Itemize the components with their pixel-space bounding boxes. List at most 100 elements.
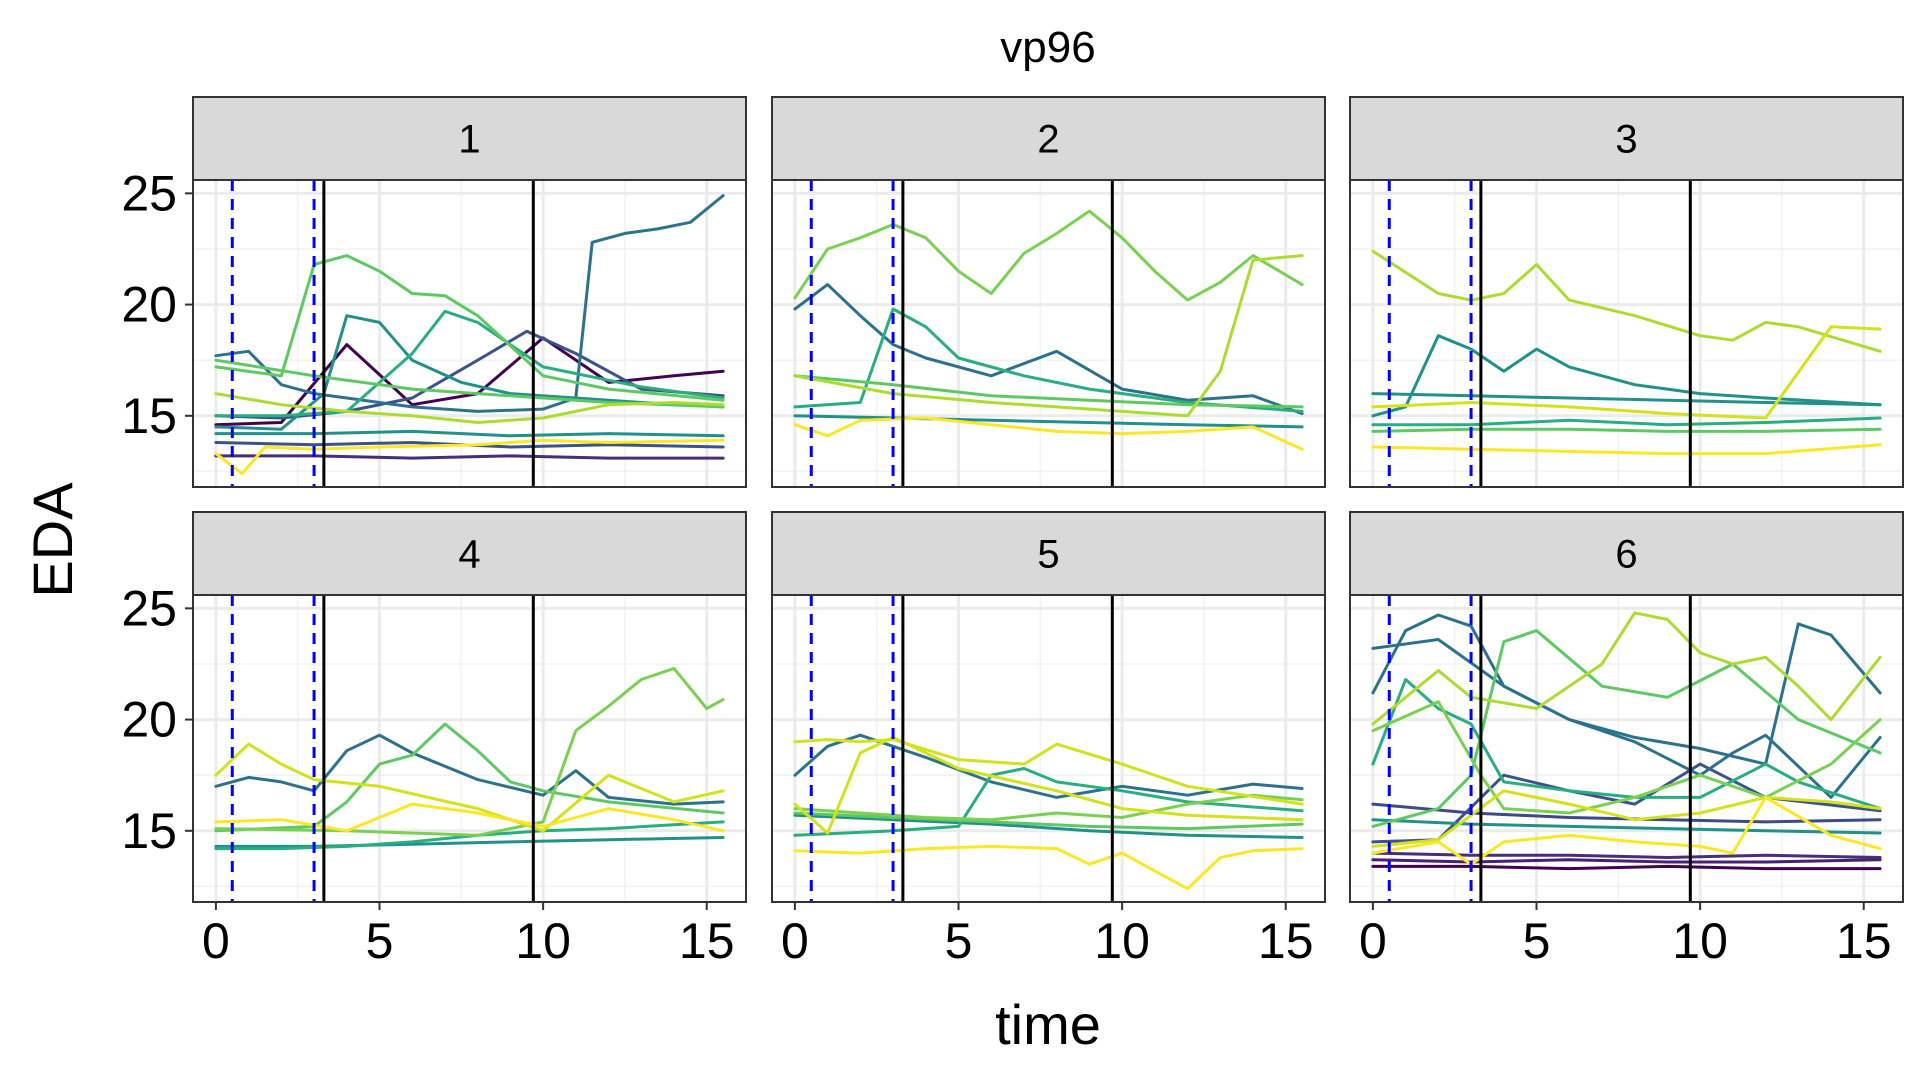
series-line <box>214 429 725 438</box>
series-line <box>1371 629 1882 828</box>
series-line <box>214 836 725 848</box>
facet-panel-6: 6 0 5 10 15 <box>1349 511 1904 969</box>
reference-lines <box>1387 595 1692 902</box>
series-line <box>214 722 725 833</box>
facet-strip <box>1349 511 1904 596</box>
series-line <box>1371 678 1882 811</box>
facet-strip-label: 5 <box>1037 533 1059 577</box>
x-tick-label: 15 <box>1258 913 1314 969</box>
series-line <box>1371 392 1882 407</box>
gridlines <box>772 180 1325 487</box>
facet-strip-label: 3 <box>1615 118 1637 162</box>
x-tick-label: 5 <box>366 913 394 969</box>
series-line <box>793 811 1304 831</box>
series-line <box>214 438 725 476</box>
reference-lines <box>230 180 535 487</box>
series-line <box>214 802 725 833</box>
series-group <box>214 666 725 851</box>
series-line <box>793 813 1304 839</box>
series-line <box>214 309 725 418</box>
y-tick-label: 15 <box>121 388 177 444</box>
series-group <box>1371 249 1882 456</box>
series-line <box>793 844 1304 891</box>
series-line <box>1371 443 1882 456</box>
chart-title: vp96 <box>1000 23 1095 72</box>
x-tick-label: 0 <box>202 913 230 969</box>
series-line <box>793 793 1304 822</box>
facet-panel-4: 4 15 20 25 0 5 10 15 <box>121 511 747 969</box>
panel-border <box>192 179 747 488</box>
x-tick-label: 5 <box>945 913 973 969</box>
series-group <box>214 194 725 476</box>
facet-strip <box>1349 96 1904 181</box>
series-line <box>214 666 725 837</box>
gridlines <box>1350 180 1903 487</box>
series-line <box>793 307 1304 413</box>
series-line <box>214 392 725 424</box>
panel-border <box>192 594 747 903</box>
series-line <box>793 414 1304 429</box>
facet-panel-2: 2 <box>771 96 1326 488</box>
y-tick-label: 20 <box>121 692 177 748</box>
x-axis-title: time <box>995 993 1101 1056</box>
plot-background <box>1350 595 1903 902</box>
series-line <box>214 820 725 851</box>
y-tick-label: 25 <box>121 580 177 636</box>
series-line <box>1371 613 1882 766</box>
series-line <box>793 209 1304 302</box>
series-line <box>1371 700 1882 815</box>
x-tick-label: 10 <box>1094 913 1150 969</box>
facet-strip <box>771 511 1326 596</box>
x-tick-label: 5 <box>1523 913 1551 969</box>
reference-lines <box>809 595 1114 902</box>
x-tick-label: 15 <box>679 913 735 969</box>
x-tick-label: 10 <box>1672 913 1728 969</box>
series-line <box>214 742 725 833</box>
panel-border <box>1349 179 1904 488</box>
reference-lines <box>809 180 1114 487</box>
series-line <box>793 254 1304 418</box>
series-line <box>214 314 725 431</box>
facet-strip-label: 2 <box>1037 118 1059 162</box>
series-line <box>793 374 1304 409</box>
x-tick-label: 10 <box>515 913 571 969</box>
facet-panel-1: 1 15 20 25 <box>121 96 747 488</box>
series-line <box>1371 789 1882 848</box>
series-line <box>793 733 1304 799</box>
x-tick-label: 0 <box>781 913 809 969</box>
series-line <box>793 738 1304 806</box>
series-line <box>1371 762 1882 844</box>
facet-strip-label: 1 <box>458 118 480 162</box>
series-line <box>1371 864 1882 871</box>
reference-lines <box>1387 180 1692 487</box>
series-line <box>1371 795 1882 866</box>
series-line <box>1371 858 1882 864</box>
series-group <box>793 209 1304 451</box>
x-tick-label: 15 <box>1836 913 1892 969</box>
facet-panel-3: 3 <box>1349 96 1904 488</box>
series-line <box>1371 334 1882 418</box>
y-tick-label: 15 <box>121 803 177 859</box>
series-line <box>1371 851 1882 859</box>
series-line <box>214 194 725 413</box>
series-line <box>1371 416 1882 427</box>
series-group <box>793 733 1304 891</box>
y-axis-title: EDA <box>21 482 84 598</box>
facet-strip <box>192 96 747 181</box>
series-line <box>1371 249 1882 353</box>
plot-background <box>193 595 746 902</box>
facet-panel-5: 5 0 5 10 15 <box>771 511 1326 969</box>
facet-strip <box>771 96 1326 181</box>
series-line <box>793 283 1304 416</box>
series-line <box>1371 818 1882 835</box>
series-line <box>793 735 1304 835</box>
series-line <box>214 733 725 806</box>
y-tick-label: 25 <box>121 165 177 221</box>
series-line <box>1371 325 1882 420</box>
facet-strip <box>192 511 747 596</box>
series-line <box>1371 427 1882 433</box>
series-line <box>214 454 725 460</box>
series-group <box>1371 611 1882 871</box>
